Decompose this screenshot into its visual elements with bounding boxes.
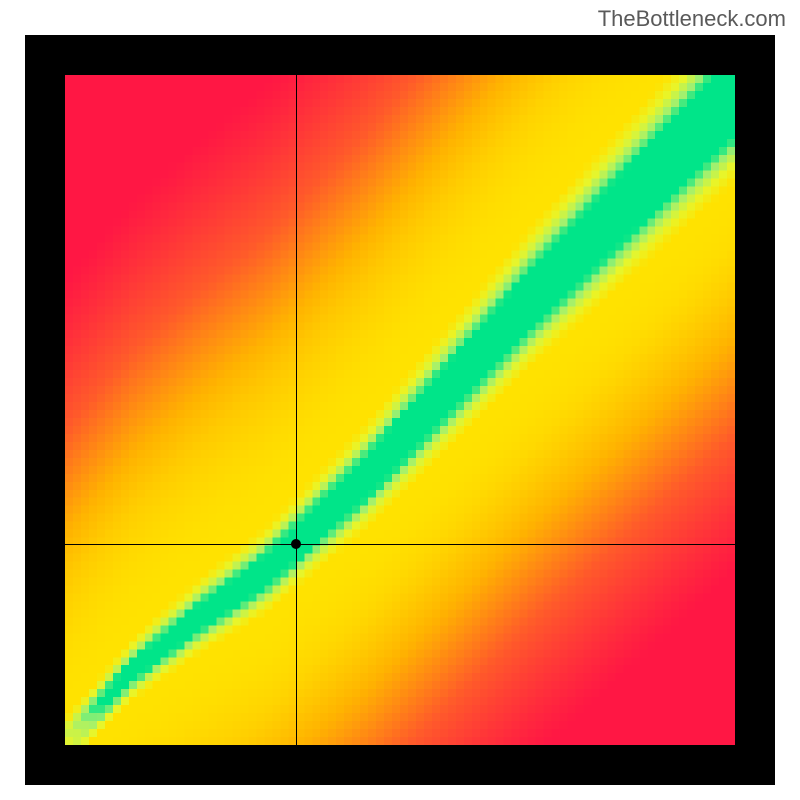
crosshair-horizontal [65, 544, 735, 545]
bottleneck-heatmap [65, 75, 735, 745]
crosshair-vertical [296, 75, 297, 745]
plot-frame [25, 35, 775, 785]
marker-dot [291, 539, 301, 549]
watermark-text: TheBottleneck.com [598, 6, 786, 32]
